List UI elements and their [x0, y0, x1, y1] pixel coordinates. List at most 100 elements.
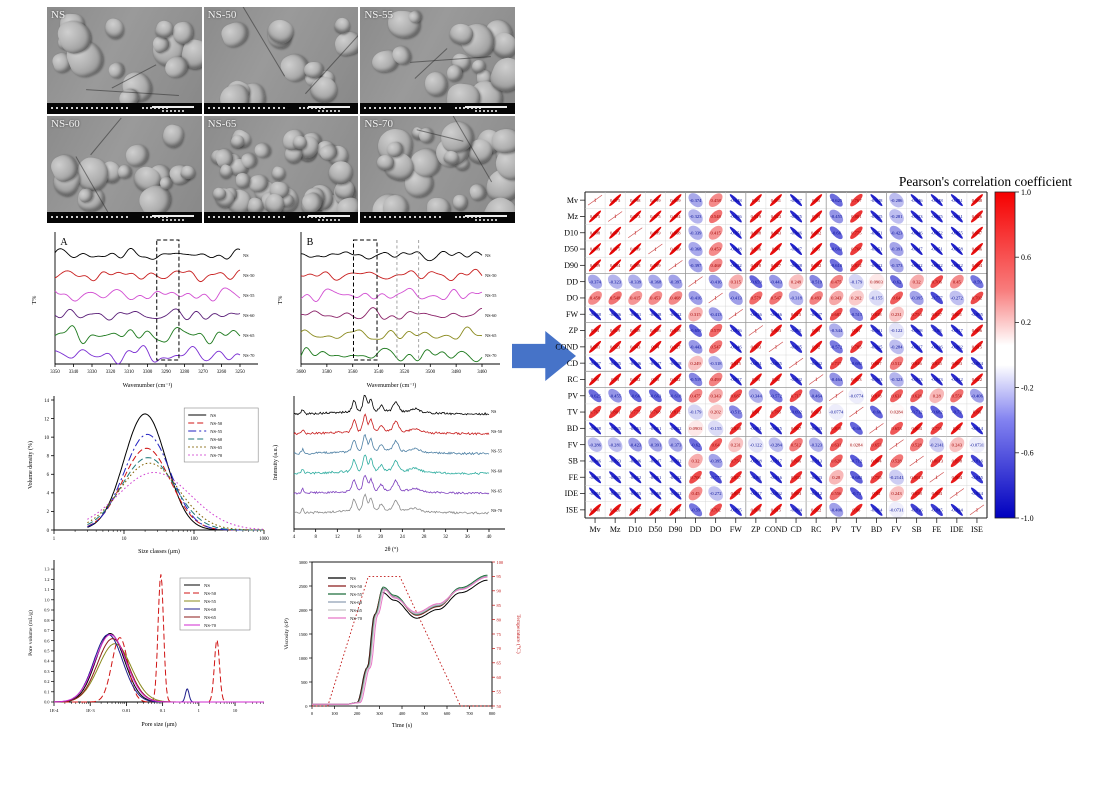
svg-text:-0.917: -0.917 — [770, 459, 783, 464]
svg-text:14: 14 — [44, 399, 49, 404]
svg-text:-0.344: -0.344 — [750, 393, 763, 398]
svg-text:80: 80 — [497, 617, 502, 622]
svg-text:1: 1 — [835, 394, 838, 399]
svg-text:-0.895: -0.895 — [971, 312, 984, 317]
svg-text:0.92: 0.92 — [812, 344, 821, 349]
svg-text:0.706: 0.706 — [932, 279, 943, 284]
svg-text:0.702: 0.702 — [710, 507, 721, 512]
svg-text:50: 50 — [497, 704, 502, 709]
svg-text:0.415: 0.415 — [630, 296, 641, 301]
svg-text:500: 500 — [301, 680, 308, 685]
svg-text:0.785: 0.785 — [851, 344, 862, 349]
svg-text:0.315: 0.315 — [690, 312, 701, 317]
svg-text:0.915: 0.915 — [972, 344, 983, 349]
svg-text:DO: DO — [566, 294, 578, 303]
svg-text:0.343: 0.343 — [831, 296, 842, 301]
svg-text:0.556: 0.556 — [952, 393, 963, 398]
svg-text:0.768: 0.768 — [650, 410, 661, 415]
scale-bar-icon — [308, 106, 351, 108]
svg-text:-0.923: -0.923 — [609, 459, 622, 464]
svg-text:1: 1 — [198, 708, 201, 713]
svg-text:1: 1 — [735, 313, 738, 318]
svg-text:0.458: 0.458 — [710, 198, 721, 203]
svg-text:12: 12 — [335, 535, 340, 540]
svg-text:0.904: 0.904 — [932, 491, 943, 496]
svg-text:0.343: 0.343 — [710, 393, 721, 398]
svg-text:-0.932: -0.932 — [670, 426, 683, 431]
svg-text:ZP: ZP — [569, 326, 579, 335]
svg-text:0.1: 0.1 — [160, 708, 166, 713]
svg-text:-0.323: -0.323 — [891, 377, 904, 382]
svg-text:-0.946: -0.946 — [790, 230, 803, 235]
svg-text:0.835: 0.835 — [791, 475, 802, 480]
svg-text:-0.73: -0.73 — [852, 491, 862, 496]
sem-tile-label: NS-50 — [207, 9, 237, 21]
svg-text:0.973: 0.973 — [610, 230, 621, 235]
svg-text:0.687: 0.687 — [831, 312, 842, 317]
svg-text:-0.423: -0.423 — [891, 230, 904, 235]
svg-text:COND: COND — [555, 342, 578, 351]
svg-text:0.95: 0.95 — [591, 377, 600, 382]
sem-info-bar — [47, 103, 202, 114]
svg-text:Intensity (a.u.): Intensity (a.u.) — [272, 445, 279, 480]
svg-text:1: 1 — [714, 297, 717, 302]
svg-text:0.45: 0.45 — [953, 279, 962, 284]
svg-text:-1.0: -1.0 — [1021, 514, 1034, 523]
svg-text:-0.286: -0.286 — [891, 198, 904, 203]
svg-text:0.4: 0.4 — [44, 659, 50, 664]
svg-text:-0.946: -0.946 — [730, 344, 743, 349]
svg-text:0.2: 0.2 — [44, 679, 49, 684]
svg-text:85: 85 — [497, 603, 502, 608]
svg-text:3480: 3480 — [451, 370, 461, 375]
svg-text:-0.464: -0.464 — [810, 393, 823, 398]
svg-text:-0.951: -0.951 — [629, 312, 642, 317]
svg-text:Volume density (%): Volume density (%) — [27, 441, 34, 489]
svg-text:500: 500 — [421, 711, 428, 716]
svg-text:-0.2141: -0.2141 — [930, 442, 945, 447]
svg-text:-0.682: -0.682 — [850, 475, 863, 480]
svg-text:36: 36 — [465, 535, 470, 540]
svg-text:75: 75 — [497, 632, 502, 637]
svg-text:-0.284: -0.284 — [891, 344, 904, 349]
svg-text:-0.937: -0.937 — [810, 312, 823, 317]
svg-text:-0.951: -0.951 — [871, 230, 884, 235]
svg-text:-0.323: -0.323 — [690, 214, 703, 219]
svg-text:-0.931: -0.931 — [609, 491, 622, 496]
svg-text:NS-70: NS-70 — [243, 353, 255, 358]
svg-text:T%: T% — [32, 296, 38, 305]
svg-text:NS-55: NS-55 — [243, 293, 255, 298]
svg-text:A: A — [60, 237, 68, 248]
svg-text:-0.122: -0.122 — [891, 328, 904, 333]
svg-text:-0.947: -0.947 — [649, 459, 662, 464]
svg-text:1: 1 — [694, 280, 697, 285]
sem-tile-label: NS-70 — [364, 118, 394, 130]
svg-text:0.0: 0.0 — [44, 700, 49, 705]
svg-text:-0.682: -0.682 — [931, 410, 944, 415]
svg-text:8: 8 — [314, 535, 317, 540]
svg-text:DO: DO — [710, 525, 722, 534]
svg-text:0.28: 0.28 — [832, 475, 841, 480]
svg-text:-0.903: -0.903 — [810, 426, 823, 431]
svg-text:COND: COND — [765, 525, 788, 534]
svg-text:0.919: 0.919 — [610, 328, 621, 333]
svg-text:NS-60: NS-60 — [350, 600, 363, 605]
svg-text:-0.272: -0.272 — [710, 491, 723, 496]
svg-text:NS-55: NS-55 — [485, 293, 497, 298]
svg-text:0.915: 0.915 — [771, 507, 782, 512]
svg-text:1: 1 — [53, 537, 56, 542]
pore-volume-panel: 0.0 0.1 0.2 0.3 0.4 0.5 0.6 0.7 0.8 0.9 1.0 1.1 1.2 1… — [24, 556, 274, 730]
svg-text:IDE: IDE — [565, 489, 578, 498]
svg-text:0.92: 0.92 — [953, 426, 962, 431]
svg-text:-0.917: -0.917 — [911, 344, 924, 349]
svg-text:0.946: 0.946 — [650, 507, 661, 512]
svg-text:SB: SB — [912, 525, 922, 534]
svg-text:-0.955: -0.955 — [951, 230, 964, 235]
svg-text:-0.2: -0.2 — [1021, 383, 1034, 392]
svg-text:Wavenumber (cm⁻¹): Wavenumber (cm⁻¹) — [123, 382, 173, 389]
svg-text:8: 8 — [47, 455, 50, 460]
sem-image-grid: NS NS-50 NS-55 NS-60 NS-65 NS-70 — [47, 7, 515, 223]
svg-text:-0.902: -0.902 — [770, 491, 783, 496]
svg-text:400: 400 — [399, 711, 406, 716]
svg-text:NS-70: NS-70 — [204, 623, 217, 628]
svg-text:0.959: 0.959 — [670, 198, 681, 203]
